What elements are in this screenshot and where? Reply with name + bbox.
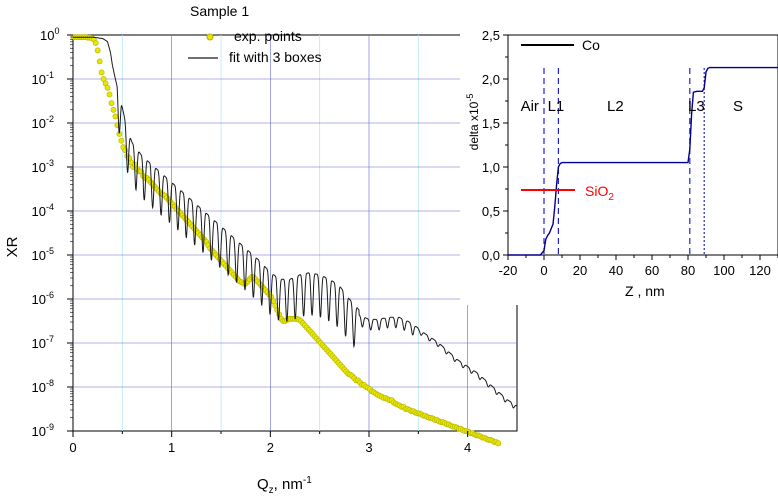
y-tick-label: 10-1 [32, 70, 54, 87]
y-tick-exponent: -8 [46, 378, 54, 388]
main-plot-frame [72, 34, 518, 432]
y-tick-base: 10 [32, 336, 46, 351]
inset-x-tick-label: 120 [749, 263, 771, 278]
y-tick-label: 100 [40, 26, 59, 43]
inset-y-tick-label: 1,5 [482, 116, 500, 131]
delta-profile-series [508, 66, 778, 256]
xr-main-chart: 0 1 2 3 410010-110-210-310-410-510-610-710-8… [4, 3, 518, 496]
y-tick-label: 10-4 [32, 202, 54, 219]
inset-x-tick-label: 40 [609, 263, 623, 278]
y-tick-label: 10-5 [32, 246, 54, 263]
legend-fit-label: fit with 3 boxes [229, 49, 322, 65]
sio2-label-main: SiO [585, 183, 608, 199]
layer-label-s: S [733, 98, 743, 115]
inset-x-tick-label: -20 [499, 263, 518, 278]
y-tick-label: 10-8 [32, 378, 54, 395]
main-axes: 0 1 2 3 410010-110-210-310-410-510-610-710-8… [32, 26, 472, 455]
inset-y-tick-label: 0,0 [482, 248, 500, 263]
main-chart-title: Sample 1 [190, 3, 249, 19]
inset-x-tick-label: 60 [645, 263, 659, 278]
x-tick-label: 0 [69, 440, 76, 455]
y-tick-label: 10-9 [32, 422, 54, 439]
x-label-sup: -1 [303, 475, 312, 486]
x-tick-label: 1 [168, 440, 175, 455]
legend-points-marker [206, 33, 214, 41]
exp-point [108, 100, 115, 107]
inset-ylabel-main: delta x10 [467, 101, 481, 150]
inset-x-axis-label: Z , nm [625, 283, 665, 299]
y-tick-base: 10 [32, 424, 46, 439]
fit-curve [73, 36, 517, 409]
y-tick-base: 10 [32, 248, 46, 263]
exp-point [106, 91, 113, 98]
y-tick-label: 10-7 [32, 334, 54, 351]
fit-series [73, 36, 517, 409]
layer-label-air: Air [521, 98, 539, 115]
y-tick-base: 10 [40, 28, 54, 43]
y-tick-exponent: -7 [46, 334, 54, 344]
inset-axes: -20 0 20 40 60 80 100 120 0,0 0,5 1,0 1,5 2,0 2,5 [482, 28, 778, 278]
layer-label-l3: L3 [688, 98, 705, 115]
layer-label-l2: L2 [607, 98, 624, 115]
y-tick-base: 10 [32, 380, 46, 395]
y-tick-base: 10 [32, 204, 46, 219]
inset-x-tick-label: 80 [681, 263, 695, 278]
main-x-axis-label: Qz, nm-1 [257, 475, 312, 496]
inset-x-tick-label: 20 [573, 263, 587, 278]
co-label: Co [582, 37, 600, 53]
inset-x-tick-label: 0 [540, 263, 547, 278]
exp-point [94, 47, 101, 54]
layer-boundaries [543, 68, 705, 255]
main-grid [73, 35, 517, 431]
layer-labels: Air L1 L2 L3 S [521, 98, 743, 115]
x-label-sub: z [269, 485, 274, 496]
y-tick-exponent: -4 [46, 202, 54, 212]
inset-y-tick-label: 2,0 [482, 72, 500, 87]
exp-point [110, 106, 117, 113]
sio2-label: SiO2 [585, 183, 614, 203]
y-tick-base: 10 [32, 292, 46, 307]
y-tick-label: 10-6 [32, 290, 54, 307]
x-label-unit: , nm [274, 476, 303, 493]
inset-y-tick-label: 0,5 [482, 204, 500, 219]
main-legend: exp. points fit with 3 boxes [188, 28, 322, 65]
legend-points-label: exp. points [234, 28, 302, 44]
inset-y-axis-label: delta x10-5 [465, 94, 481, 151]
layer-label-l1: L1 [548, 98, 565, 115]
exp-point [98, 69, 105, 76]
exp-point [96, 58, 103, 65]
y-tick-base: 10 [32, 160, 46, 175]
inset-ylabel-sup: -5 [465, 94, 475, 102]
y-tick-label: 10-3 [32, 158, 54, 175]
x-tick-label: 2 [267, 440, 274, 455]
delta-inset-chart: -20 0 20 40 60 80 100 120 0,0 0,5 1,0 1,5 2,0 2,5 Air… [460, 0, 778, 305]
y-tick-exponent: -3 [46, 158, 54, 168]
y-tick-exponent: -6 [46, 290, 54, 300]
main-y-axis-label: XR [4, 236, 21, 257]
y-tick-exponent: -5 [46, 246, 54, 256]
inset-x-tick-label: 100 [713, 263, 735, 278]
y-tick-base: 10 [32, 116, 46, 131]
exp-point [495, 440, 502, 447]
y-tick-base: 10 [32, 72, 46, 87]
exp-point [104, 84, 111, 91]
y-tick-exponent: -2 [46, 114, 54, 124]
y-tick-exponent: 0 [54, 26, 59, 36]
delta-profile-curve [508, 66, 778, 256]
x-tick-label: 4 [464, 440, 471, 455]
sio2-label-sub: 2 [608, 192, 614, 203]
x-label-q: Q [257, 476, 269, 493]
exp-point [118, 137, 125, 144]
inset-y-tick-label: 2,5 [482, 28, 500, 43]
y-tick-exponent: -9 [46, 422, 54, 432]
y-tick-exponent: -1 [46, 70, 54, 80]
y-tick-label: 10-2 [32, 114, 54, 131]
x-tick-label: 3 [365, 440, 372, 455]
inset-y-tick-label: 1,0 [482, 160, 500, 175]
exp-point [92, 40, 99, 46]
exp-point [122, 147, 129, 154]
exp-point [112, 113, 119, 120]
